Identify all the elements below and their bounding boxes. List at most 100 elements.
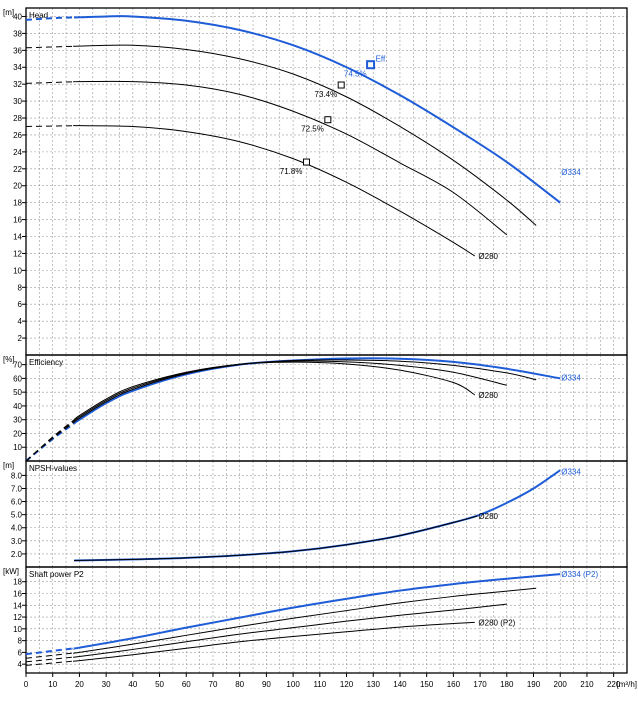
y-tick-label: 4 xyxy=(18,660,23,669)
series--334: Ø334 xyxy=(74,467,581,562)
panel-shaft-power-p2: 4 6 8 10 12 14 16 18 Shaft power P2 [kW] Ø334 (P2)… xyxy=(3,566,628,674)
curve-label: Ø280 (P2) xyxy=(478,618,515,627)
y-tick-label: 18 xyxy=(13,199,22,208)
series--334: Ø334 xyxy=(25,15,581,204)
x-tick-label: 140 xyxy=(393,680,407,689)
series--334-p2-: Ø334 (P2) xyxy=(25,570,598,656)
series-dashed-segment xyxy=(25,125,75,127)
series-curve xyxy=(25,359,537,462)
efficiency-marker xyxy=(337,81,345,89)
efficiency-marker xyxy=(324,116,332,124)
series-dashed-segment xyxy=(25,652,75,659)
series-dashed-segment xyxy=(25,45,75,49)
panel-frame xyxy=(25,460,628,568)
x-tick-label: 220 xyxy=(607,680,621,689)
y-tick-label: 12 xyxy=(13,249,22,258)
x-tick-label: 50 xyxy=(155,680,164,689)
series-line xyxy=(72,125,476,257)
series-curve xyxy=(25,361,476,462)
series-curve xyxy=(25,603,507,663)
panel-title: NPSH-values xyxy=(29,464,77,473)
panel-title: Efficiency xyxy=(29,358,63,367)
vertical-gridlines xyxy=(39,461,614,567)
vertical-gridlines xyxy=(39,8,614,355)
y-tick-label: 34 xyxy=(13,63,22,72)
panel-unit: [m] xyxy=(3,461,14,470)
series-dashed-segment xyxy=(25,419,75,462)
series-label: Ø334 xyxy=(561,373,581,382)
series-line xyxy=(72,603,507,658)
efficiency-marker xyxy=(302,158,310,166)
y-tick-label: 60 xyxy=(13,374,22,383)
series-label: Ø334 (P2) xyxy=(561,570,598,579)
efficiency-label: 73.4% xyxy=(315,90,338,99)
x-tick-label: 80 xyxy=(235,680,244,689)
y-tick-label: 8 xyxy=(18,283,23,292)
y-tick-label: 20 xyxy=(13,182,22,191)
curve-label: Ø280 xyxy=(478,512,498,521)
panel-unit: [%] xyxy=(3,355,15,364)
series-label: Ø334 xyxy=(561,467,581,476)
y-tick-label: 26 xyxy=(13,131,22,140)
series-line xyxy=(72,621,475,662)
y-tick-label: 14 xyxy=(13,233,22,242)
x-tick-label: 40 xyxy=(128,680,137,689)
panel-title: Shaft power P2 xyxy=(29,570,84,579)
y-tick-label: 3.0 xyxy=(11,537,23,546)
horizontal-gridlines xyxy=(26,16,627,339)
series-dashed-segment xyxy=(25,660,75,666)
series-line xyxy=(72,44,537,226)
series-dashed-segment xyxy=(25,656,75,663)
series-curve xyxy=(25,80,508,236)
x-tick-label: 210 xyxy=(580,680,594,689)
series-line xyxy=(72,587,537,654)
y-tick-label: 30 xyxy=(13,416,22,425)
x-tick-label: 90 xyxy=(262,680,271,689)
y-tick-label: 8 xyxy=(18,637,23,646)
series-dashed-segment xyxy=(25,422,75,462)
y-tick-label: 2 xyxy=(18,334,23,343)
y-tick-label: 14 xyxy=(13,601,22,610)
x-tick-label: 70 xyxy=(209,680,218,689)
horizontal-gridlines xyxy=(26,581,627,665)
series-dashed-segment xyxy=(25,647,75,656)
efficiency-label: 72.5% xyxy=(301,125,324,134)
vertical-gridlines xyxy=(39,567,614,673)
x-tick-label: 180 xyxy=(500,680,514,689)
series-dashed-segment xyxy=(25,81,75,84)
y-tick-label: 5.0 xyxy=(11,511,23,520)
y-tick-label: 4.0 xyxy=(11,524,23,533)
x-tick-label: 60 xyxy=(182,680,191,689)
y-tick-label: 22 xyxy=(13,165,22,174)
x-tick-label: 200 xyxy=(554,680,568,689)
x-tick-label: 120 xyxy=(340,680,354,689)
y-tick-label: 6 xyxy=(18,648,23,657)
curve-label: Ø280 xyxy=(478,391,498,400)
x-tick-label: 130 xyxy=(367,680,381,689)
efficiency-tag: Eff. xyxy=(376,55,388,64)
y-tick-label: 36 xyxy=(13,46,22,55)
panel-npsh-values: 2.0 3.0 4.0 5.0 6.0 7.0 8.0 NPSH-values [m] Ø334 Ø… xyxy=(3,460,628,568)
x-tick-label: 190 xyxy=(527,680,541,689)
panel-frame xyxy=(25,7,628,356)
y-tick-label: 40 xyxy=(13,12,22,21)
x-axis-unit: [m³/h] xyxy=(617,680,637,689)
horizontal-gridlines xyxy=(26,364,627,448)
series-curve xyxy=(25,587,537,659)
panel-unit: [kW] xyxy=(3,567,19,576)
x-tick-label: 0 xyxy=(24,680,29,689)
horizontal-gridlines xyxy=(26,475,627,555)
y-tick-label: 50 xyxy=(13,388,22,397)
y-tick-label: 30 xyxy=(13,97,22,106)
series--334: Ø334 xyxy=(25,357,581,462)
series-curve xyxy=(25,44,537,226)
y-tick-label: 16 xyxy=(13,216,22,225)
x-tick-label: 150 xyxy=(420,680,434,689)
panel-frame xyxy=(25,566,628,674)
x-axis: 0 10 20 30 40 50 60 70 80 90 100 110 120 130 140 150 160… xyxy=(24,673,637,689)
y-tick-label: 10 xyxy=(13,443,22,452)
series-curve xyxy=(74,515,478,561)
x-tick-label: 30 xyxy=(102,680,111,689)
